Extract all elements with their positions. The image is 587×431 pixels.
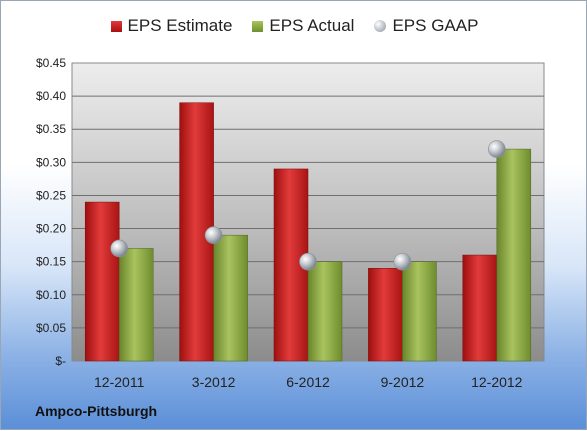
legend-label-gaap: EPS GAAP <box>392 16 479 35</box>
legend-item-gaap: EPS GAAP <box>374 16 478 36</box>
x-axis: 12-2011 3-2012 6-2012 9-2012 12-2012 <box>94 374 523 390</box>
y-tick-label: $- <box>55 354 66 368</box>
x-category-label: 9-2012 <box>381 374 425 390</box>
legend: EPS Estimate EPS Actual EPS GAAP <box>1 16 587 36</box>
legend-swatch-gaap <box>374 20 387 32</box>
legend-label-actual: EPS Actual <box>269 16 355 35</box>
bar-eps-estimate <box>368 268 403 362</box>
bar-eps-actual <box>118 248 154 362</box>
gaap-markers <box>110 140 506 271</box>
y-axis: $0.45 $0.40 $0.35 $0.30 $0.25 $0.20 $0.15 $0.10… <box>36 56 66 368</box>
bar-eps-estimate <box>462 254 498 362</box>
legend-swatch-actual <box>252 20 264 32</box>
bar-eps-estimate <box>84 201 120 362</box>
y-tick-label: $0.05 <box>36 321 66 335</box>
marker-eps-gaap <box>487 140 506 158</box>
legend-item-estimate: EPS Estimate <box>110 16 233 36</box>
legend-label-estimate: EPS Estimate <box>127 16 233 35</box>
bar-eps-actual <box>213 234 248 362</box>
bar-eps-actual <box>402 261 437 362</box>
bars <box>84 102 532 362</box>
marker-eps-gaap <box>204 226 223 244</box>
legend-item-actual: EPS Actual <box>252 16 354 36</box>
marker-eps-gaap <box>393 252 412 271</box>
y-tick-label: $0.10 <box>36 288 66 302</box>
x-category-label: 12-2011 <box>94 374 145 390</box>
bar-eps-actual <box>496 148 532 362</box>
x-category-label: 12-2012 <box>471 374 523 390</box>
y-tick-label: $0.35 <box>36 122 66 136</box>
y-tick-label: $0.25 <box>36 188 66 202</box>
y-tick-label: $0.20 <box>36 222 66 236</box>
y-tick-label: $0.30 <box>36 155 66 169</box>
y-tick-label: $0.15 <box>36 255 66 269</box>
y-tick-label: $0.45 <box>36 56 66 70</box>
marker-eps-gaap <box>299 252 317 271</box>
company-name: Ampco-Pittsburgh <box>35 403 158 419</box>
x-category-label: 3-2012 <box>192 374 236 390</box>
x-category-label: 6-2012 <box>286 374 330 390</box>
bar-eps-actual <box>307 261 343 362</box>
legend-swatch-estimate <box>110 20 122 32</box>
marker-eps-gaap <box>110 239 128 258</box>
y-tick-label: $0.40 <box>36 89 66 103</box>
